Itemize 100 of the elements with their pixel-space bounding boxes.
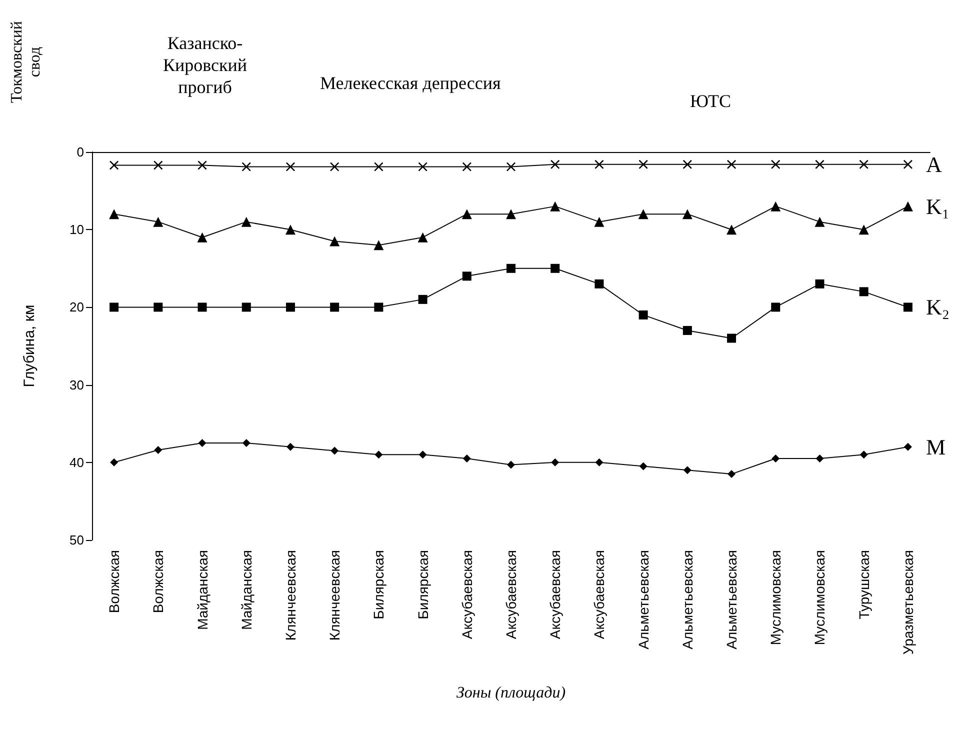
x-axis-title: Зоны (площади) bbox=[456, 684, 566, 702]
point bbox=[330, 236, 340, 246]
point bbox=[109, 209, 120, 220]
point bbox=[462, 162, 472, 172]
point bbox=[815, 279, 824, 288]
point bbox=[330, 302, 340, 312]
point bbox=[594, 160, 604, 169]
point bbox=[551, 458, 560, 466]
point bbox=[462, 209, 472, 220]
series-label: M bbox=[926, 434, 946, 460]
point bbox=[241, 216, 252, 227]
point bbox=[154, 302, 163, 312]
point bbox=[594, 279, 604, 288]
point bbox=[506, 209, 516, 220]
x-tick-label: Альметьевская bbox=[635, 550, 652, 650]
point bbox=[198, 439, 206, 447]
y-tick-label: 10 bbox=[70, 222, 84, 238]
point bbox=[197, 232, 208, 242]
point bbox=[727, 334, 736, 343]
x-tick-label: Майданская bbox=[238, 550, 254, 630]
x-tick-label: Клянчеевская bbox=[282, 550, 298, 641]
x-tick-label: Аксубаевская bbox=[458, 550, 475, 640]
point bbox=[374, 240, 384, 250]
point bbox=[198, 302, 207, 312]
point bbox=[904, 442, 912, 451]
point bbox=[682, 326, 692, 335]
point bbox=[550, 160, 560, 169]
point bbox=[903, 160, 912, 169]
point bbox=[770, 201, 781, 212]
x-tick-label: Клянчеевская bbox=[326, 550, 343, 641]
x-tick-label: Аксубаевская bbox=[591, 550, 608, 640]
series-label: A bbox=[926, 152, 942, 177]
point bbox=[728, 470, 736, 478]
point bbox=[682, 160, 692, 169]
x-tick-label: Альметьевская bbox=[724, 550, 740, 650]
point bbox=[154, 446, 162, 454]
point bbox=[418, 232, 428, 242]
point bbox=[242, 302, 251, 312]
point bbox=[462, 272, 472, 281]
point bbox=[727, 160, 736, 169]
point bbox=[814, 216, 825, 227]
text: Мелекесская депрессия bbox=[320, 73, 501, 93]
point bbox=[858, 224, 869, 235]
point bbox=[418, 294, 428, 304]
text: ЮТС bbox=[690, 91, 732, 111]
point bbox=[859, 160, 868, 169]
point bbox=[286, 442, 294, 451]
point bbox=[771, 302, 780, 312]
point bbox=[815, 160, 824, 169]
x-tick-label: Турушская bbox=[856, 550, 872, 620]
x-tick-label: Волжская bbox=[150, 550, 166, 614]
point bbox=[682, 209, 692, 220]
point bbox=[550, 201, 560, 212]
point bbox=[242, 439, 250, 447]
point bbox=[154, 160, 163, 170]
point bbox=[638, 310, 648, 320]
x-tick-label: Билярская bbox=[370, 550, 387, 620]
x-tick-label: Аксубаевская bbox=[503, 550, 519, 640]
y-tick-label: 30 bbox=[70, 377, 84, 392]
point bbox=[507, 460, 515, 469]
x-tick-label: Аксубаевская bbox=[547, 550, 564, 640]
point bbox=[639, 462, 648, 470]
x-tick-label: Майданская bbox=[194, 550, 210, 630]
y-axis-title: Глубина, км bbox=[21, 304, 38, 388]
point bbox=[110, 458, 118, 466]
point bbox=[374, 450, 383, 459]
y-tick-label: 0 bbox=[76, 144, 84, 160]
point bbox=[374, 302, 384, 312]
point bbox=[550, 264, 560, 273]
x-tick-label: Муслимовская bbox=[768, 550, 784, 646]
point bbox=[110, 160, 119, 170]
point bbox=[595, 458, 604, 466]
point bbox=[286, 162, 295, 172]
y-tick-label: 50 bbox=[70, 532, 84, 548]
point bbox=[110, 302, 119, 312]
point bbox=[816, 454, 824, 463]
point bbox=[153, 216, 164, 227]
point bbox=[859, 287, 868, 296]
point bbox=[462, 454, 471, 463]
point bbox=[683, 466, 692, 474]
point bbox=[594, 216, 604, 227]
point bbox=[330, 162, 340, 172]
x-tick-label: Волжская bbox=[106, 550, 122, 614]
point bbox=[903, 302, 912, 312]
series-label: K₂ bbox=[926, 294, 950, 320]
x-tick-label: Уразметьевская bbox=[900, 550, 916, 655]
point bbox=[242, 162, 251, 172]
point bbox=[860, 450, 868, 459]
point bbox=[286, 302, 295, 312]
point bbox=[902, 201, 913, 212]
point bbox=[771, 160, 780, 169]
text: Токмовский свод bbox=[8, 20, 44, 103]
point bbox=[638, 209, 648, 220]
series-label: K₁ bbox=[926, 194, 950, 219]
point bbox=[285, 224, 296, 235]
point bbox=[772, 454, 780, 463]
x-tick-label: Билярская bbox=[414, 550, 431, 620]
y-tick-label: 40 bbox=[70, 454, 84, 470]
point bbox=[726, 224, 737, 235]
point bbox=[418, 450, 427, 459]
